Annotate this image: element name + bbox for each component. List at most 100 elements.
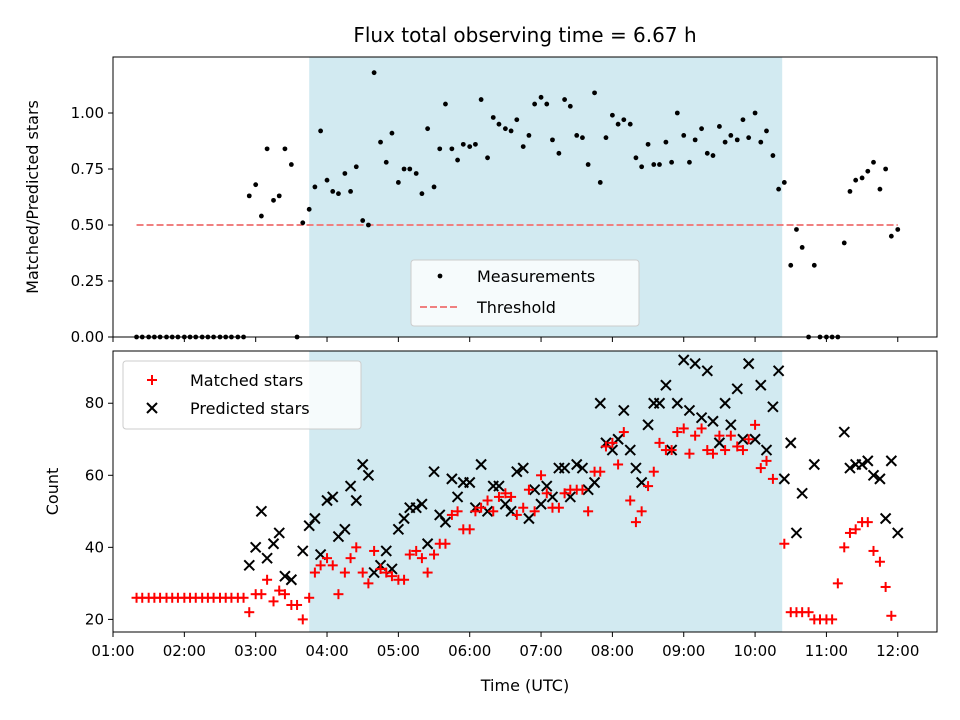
predicted-star-point — [439, 516, 452, 528]
matched-star-point — [304, 592, 315, 603]
matched-star-point — [339, 567, 350, 578]
predicted-star-point — [892, 527, 904, 539]
measurement-point — [473, 141, 478, 147]
measurement-point — [276, 193, 282, 199]
measurement-point — [401, 166, 407, 172]
measurement-point — [663, 139, 669, 145]
measurement-point — [246, 193, 252, 199]
predicted-star-point — [624, 444, 636, 456]
matched-star-point — [630, 517, 641, 528]
measurement-point — [603, 135, 609, 141]
predicted-star-point — [874, 473, 886, 485]
predicted-star-point — [398, 512, 410, 525]
predicted-star-point — [558, 462, 571, 474]
measurement-point — [859, 175, 865, 181]
predicted-star-point — [321, 494, 333, 507]
measurement-point — [395, 180, 401, 185]
predicted-star-point — [499, 498, 512, 510]
predicted-star-point — [303, 520, 315, 532]
measurement-point — [704, 150, 710, 156]
measurement-point — [609, 112, 615, 118]
matched-star-point — [850, 524, 861, 535]
y-tick-label: 0.50 — [71, 216, 104, 234]
predicted-star-point — [660, 379, 672, 391]
measurement-point — [847, 189, 853, 194]
predicted-star-point — [642, 419, 654, 431]
predicted-star-point — [541, 480, 553, 492]
matched-star-point — [750, 419, 761, 430]
measurement-point — [746, 135, 752, 141]
matched-star-point — [803, 607, 814, 618]
predicted-star-point — [879, 512, 892, 525]
x-tick-label: 04:00 — [305, 642, 348, 660]
measurement-point — [567, 103, 573, 109]
matched-star-point — [351, 542, 362, 553]
matched-star-point — [618, 427, 629, 438]
matched-star-point — [536, 470, 547, 481]
predicted-star-point — [749, 433, 761, 445]
measurement-point — [717, 124, 722, 129]
predicted-star-point — [464, 476, 476, 489]
matched-star-point — [636, 506, 647, 517]
predicted-star-point — [285, 574, 298, 586]
measurement-point — [883, 166, 889, 172]
y-tick-label: 40 — [85, 538, 104, 556]
measurement-point — [383, 159, 389, 165]
matched-star-point — [518, 502, 529, 513]
matched-star-point — [761, 455, 772, 466]
measurement-point — [425, 126, 431, 132]
y-tick-label: 1.00 — [71, 104, 104, 122]
matched-star-point — [707, 448, 718, 459]
predicted-star-point — [273, 527, 285, 539]
measurement-point — [853, 177, 859, 183]
measurement-point — [271, 197, 276, 203]
matched-star-point — [702, 445, 713, 456]
measurement-point — [389, 130, 395, 136]
measurement-point — [282, 146, 288, 152]
bottom-panel: 20 40 60 80 01:00 02:00 03:00 04:00 05:00 06:00 07… — [43, 350, 938, 660]
matched-star-point — [482, 495, 493, 506]
predicted-star-point — [535, 498, 547, 510]
predicted-star-point — [279, 570, 291, 582]
bottom-legend: Matched stars Predicted stars — [122, 360, 362, 430]
matched-star-point — [493, 491, 504, 502]
matched-star-point — [595, 466, 606, 477]
matched-star-point — [613, 459, 624, 470]
measurement-point — [514, 117, 520, 123]
measurement-point — [306, 206, 312, 212]
predicted-star-point — [428, 465, 440, 478]
predicted-star-point — [630, 462, 642, 474]
measurement-point — [360, 218, 366, 223]
matched-star-point — [464, 524, 475, 535]
measurement-point — [799, 245, 805, 250]
measurement-point — [740, 117, 746, 123]
predicted-star-point — [731, 383, 743, 395]
predicted-star-point — [683, 404, 696, 417]
top-y-ticks: 0.00 0.25 0.50 0.75 1.00 — [71, 104, 899, 346]
matched-star-point — [839, 542, 850, 553]
x-tick-label: 06:00 — [448, 642, 491, 660]
matched-star-point — [684, 448, 695, 459]
measurement-point — [734, 137, 740, 143]
matched-star-point — [333, 589, 344, 600]
matched-star-point — [583, 506, 594, 517]
matched-star-point — [440, 538, 451, 549]
predicted-star-point — [327, 491, 339, 503]
measurement-point — [342, 171, 348, 176]
matched-star-point — [886, 610, 897, 621]
legend-plus — [147, 375, 157, 385]
measurement-point — [651, 162, 657, 167]
bottom-shaded-interval — [309, 351, 783, 632]
measurement-point — [312, 184, 318, 190]
predicted-star-point — [255, 505, 268, 518]
top-frame — [112, 56, 938, 338]
matched-star-point — [363, 578, 374, 589]
measurement-point — [496, 121, 502, 127]
matched-star-point — [404, 549, 415, 560]
measurement-point — [502, 126, 508, 132]
matched-star-point — [666, 445, 677, 456]
matched-star-point — [648, 466, 659, 477]
legend-cross — [146, 402, 158, 414]
predicted-star-point — [356, 458, 369, 471]
bottom-marks — [131, 354, 904, 625]
